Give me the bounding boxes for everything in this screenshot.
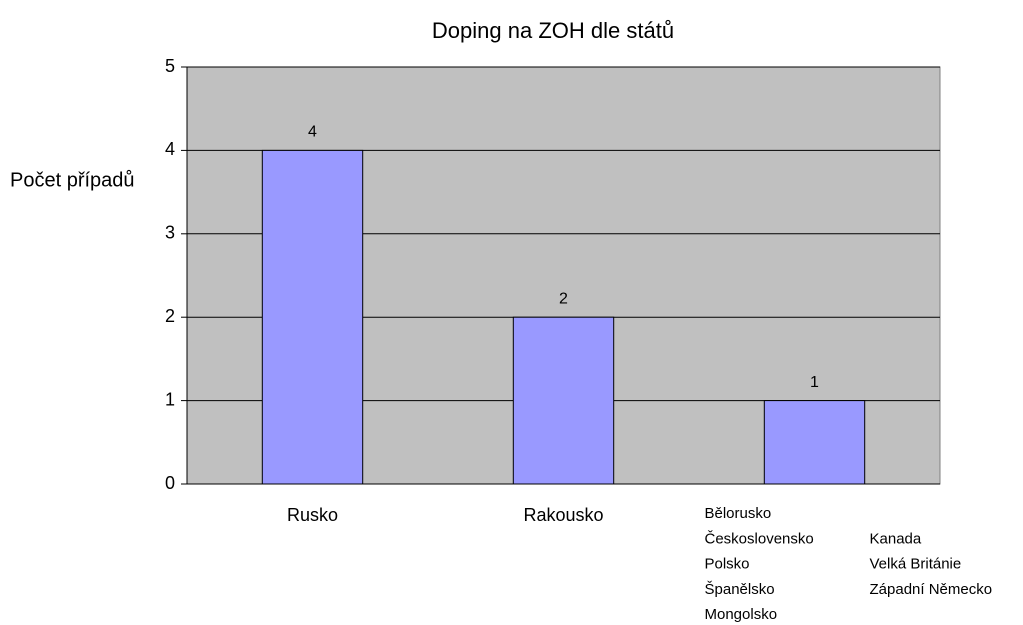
y-tick-label: 4 [165, 139, 175, 159]
bar [261, 149, 364, 485]
data-label: 1 [810, 374, 819, 391]
x-tick-label: Československo [705, 530, 814, 547]
y-axis-label: Počet případů [10, 169, 135, 191]
bar [512, 316, 615, 485]
y-tick-label: 5 [165, 56, 175, 76]
bar [763, 400, 866, 485]
x-tick-label: Polsko [705, 556, 750, 573]
x-tick-label: Západní Německo [870, 581, 993, 598]
x-tick-label: Kanada [870, 530, 922, 547]
chart-title: Doping na ZOH dle států [432, 18, 674, 43]
y-tick-label: 0 [165, 473, 175, 493]
data-label: 2 [559, 290, 568, 307]
x-tick-label: Bělorusko [705, 505, 772, 522]
y-tick-label: 1 [165, 389, 175, 409]
x-tick-label: Rakousko [523, 505, 603, 525]
data-label: 4 [308, 124, 317, 141]
x-tick-label: Rusko [287, 505, 338, 525]
x-tick-label: Španělsko [705, 581, 775, 598]
x-tick-label: Mongolsko [705, 606, 778, 623]
x-tick-label: Velká Británie [870, 556, 962, 573]
y-tick-label: 2 [165, 306, 175, 326]
y-tick-label: 3 [165, 223, 175, 243]
